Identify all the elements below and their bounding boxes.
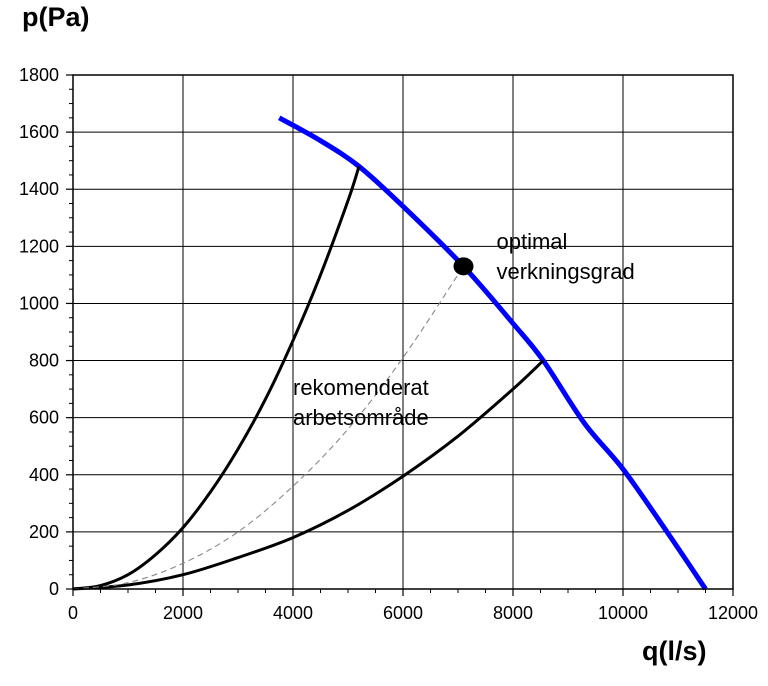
y-tick-labels: 0 200 400 600 800 1000 1200 1400 1600 1800: [19, 65, 59, 599]
fan-curve: [278, 115, 708, 591]
annotation-line: verkningsgrad: [497, 259, 635, 284]
series-layer: [72, 115, 708, 591]
y-axis-title: p(Pa): [22, 2, 90, 32]
x-tick-label: 2000: [163, 603, 203, 623]
y-tick-label: 800: [29, 351, 59, 371]
y-tick-label: 1600: [19, 122, 59, 142]
plot-frame: [72, 74, 734, 590]
optimal-efficiency-label: optimal verkningsgrad: [497, 229, 635, 284]
y-tick-label: 1000: [19, 293, 59, 313]
x-tick-label: 8000: [493, 603, 533, 623]
annotation-line: optimal: [497, 229, 568, 254]
x-tick-label: 12000: [708, 603, 758, 623]
optimal-point: [453, 257, 474, 276]
x-tick-label: 0: [68, 603, 78, 623]
y-tick-label: 1800: [19, 65, 59, 85]
recommended-range-label: rekomenderat arbetsområde: [293, 375, 429, 430]
y-tick-label: 0: [49, 579, 59, 599]
x-tick-labels: 0 2000 4000 6000 8000 10000 12000: [68, 603, 758, 623]
annotation-line: rekomenderat: [293, 375, 429, 400]
grid: [66, 74, 734, 596]
y-tick-label: 400: [29, 465, 59, 485]
x-tick-label: 4000: [273, 603, 313, 623]
y-tick-label: 200: [29, 522, 59, 542]
annotations: optimal verkningsgrad rekomenderat arbetsom…: [293, 229, 635, 430]
x-tick-label: 10000: [598, 603, 648, 623]
annotation-line: arbetsområde: [293, 405, 429, 430]
points-layer: [453, 257, 474, 276]
system-curve-lower: [72, 359, 545, 591]
x-axis-title: q(l/s): [642, 636, 707, 666]
y-tick-label: 600: [29, 408, 59, 428]
x-tick-label: 6000: [383, 603, 423, 623]
minor-ticks: [69, 88, 706, 593]
system-curve-upper: [72, 165, 361, 591]
y-tick-label: 1400: [19, 179, 59, 199]
y-tick-label: 1200: [19, 236, 59, 256]
